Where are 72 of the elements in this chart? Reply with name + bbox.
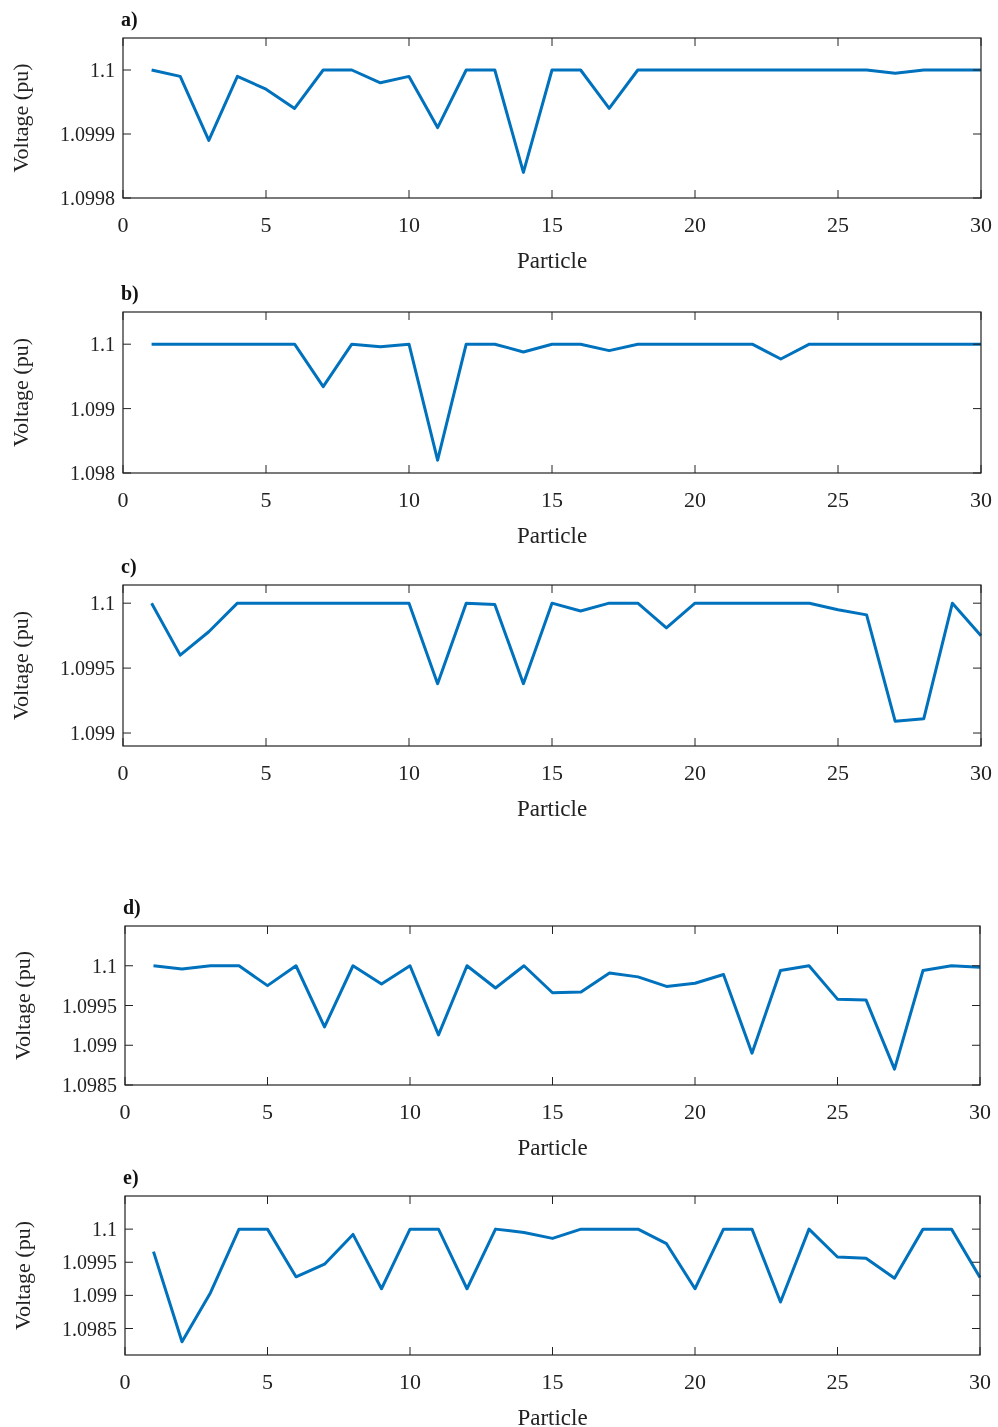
x-tick-label: 30 [969,1099,991,1124]
y-tick-label: 1.099 [70,397,115,420]
y-tick-label: 1.0995 [60,657,115,680]
chart-title: a) [121,8,138,31]
x-tick-label: 30 [970,487,992,512]
x-tick-label: 15 [541,1099,564,1124]
y-tick-label: 1.1 [90,592,115,615]
y-tick-label: 1.0985 [62,1317,117,1340]
y-tick-label: 1.1 [92,1218,117,1241]
x-tick-label: 30 [970,212,992,237]
y-axis-title: Voltage (pu) [8,338,33,447]
y-axis-title: Voltage (pu) [8,611,33,720]
x-tick-label: 10 [398,212,420,237]
y-tick-label: 1.099 [72,1284,117,1307]
x-tick-label: 10 [398,760,420,785]
y-tick-label: 1.098 [70,462,115,484]
x-tick-label: 25 [826,1369,849,1394]
x-tick-label: 10 [399,1369,421,1394]
line-series [150,342,983,462]
y-tick-label: 1.0985 [62,1074,117,1096]
y-tick-label: 1.1 [92,954,117,977]
y-tick-label: 1.099 [70,722,115,745]
x-tick-label: 5 [260,487,272,512]
x-axis-title: Particle [517,1135,588,1160]
x-axis-title: Particle [516,523,588,548]
chart-title: b) [121,282,139,305]
y-tick-label: 1.099 [72,1034,117,1057]
x-tick-label: 15 [541,1369,564,1394]
chart-title: e) [123,1166,139,1189]
y-tick-label: 1.0995 [62,994,117,1017]
x-tick-label: 20 [684,1369,706,1394]
y-tick-label: 1.0998 [60,187,115,209]
x-tick-label: 20 [684,212,706,237]
x-tick-label: 20 [684,487,706,512]
x-tick-label: 15 [541,760,563,785]
y-tick-label: 1.0999 [60,123,115,145]
line-series [150,68,983,174]
x-tick-label: 10 [399,1099,421,1124]
y-tick-label: 1.1 [90,333,115,356]
x-tick-label: 25 [827,212,849,237]
x-tick-label: 30 [970,760,992,785]
x-tick-label: 25 [827,760,849,785]
y-tick-label: 1.1 [90,59,115,81]
x-tick-label: 30 [969,1369,991,1394]
x-tick-label: 0 [119,1369,131,1394]
x-tick-label: 0 [119,1099,131,1124]
y-axis-title: Voltage (pu) [8,63,33,173]
chart-title: d) [123,896,141,919]
x-axis-title: Particle [516,796,588,821]
chart-title: c) [121,555,137,578]
x-tick-label: 5 [262,1369,273,1394]
x-axis-title: Particle [516,248,588,273]
x-tick-label: 5 [260,760,272,785]
line-series [152,964,982,1071]
line-series [152,1227,982,1344]
x-tick-label: 5 [260,212,272,237]
x-tick-label: 15 [541,487,563,512]
x-tick-label: 0 [117,487,129,512]
x-tick-label: 5 [262,1099,273,1124]
line-series [150,601,983,723]
x-axis-title: Particle [517,1405,588,1427]
x-tick-label: 25 [827,487,849,512]
x-tick-label: 20 [684,760,706,785]
x-tick-label: 15 [541,212,563,237]
y-axis-title: Voltage (pu) [10,951,35,1060]
x-tick-label: 20 [684,1099,706,1124]
y-axis-title: Voltage (pu) [10,1221,35,1330]
x-tick-label: 25 [826,1099,849,1124]
x-tick-label: 10 [398,487,420,512]
x-tick-label: 0 [117,760,129,785]
x-tick-label: 0 [117,212,129,237]
y-tick-label: 1.0995 [62,1251,117,1274]
